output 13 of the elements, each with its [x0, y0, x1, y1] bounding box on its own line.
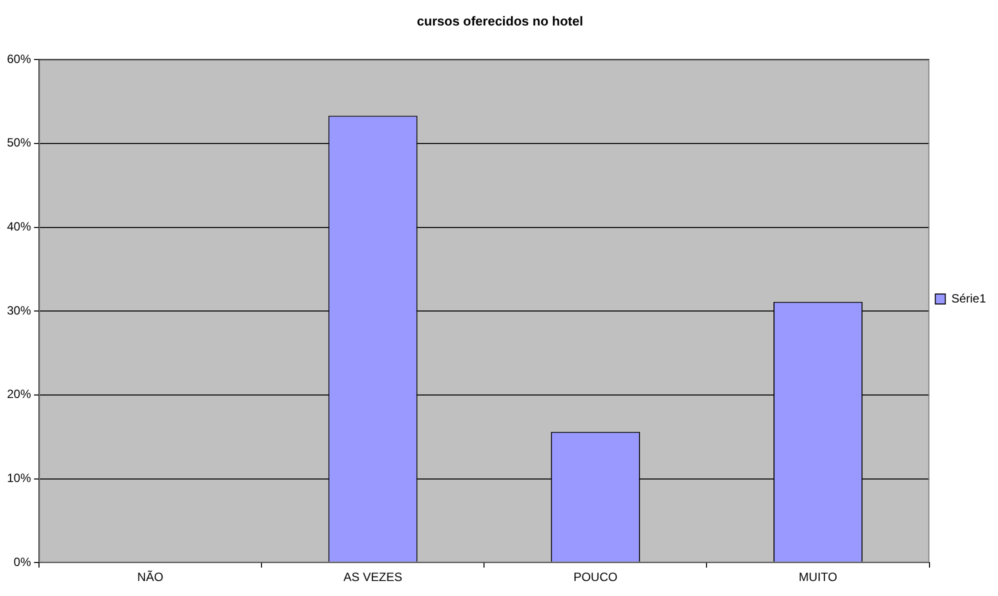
x-tick-label: NÃO: [137, 570, 164, 584]
legend-label: Série1: [951, 291, 986, 306]
y-tick-label: 60%: [6, 52, 32, 66]
chart-title: cursos oferecidos no hotel: [416, 13, 584, 28]
y-tick-label: 20%: [6, 387, 32, 402]
y-tick-label: 40%: [6, 220, 32, 234]
y-tick-label: 30%: [6, 303, 32, 318]
y-tick-label: 10%: [6, 471, 32, 486]
x-tick-label: AS VEZES: [344, 570, 402, 584]
y-tick-label: 50%: [6, 136, 32, 150]
x-tick-label: MUITO: [798, 570, 838, 584]
y-tick-label: 0%: [14, 554, 32, 569]
x-tick-label: POUCO: [573, 570, 618, 584]
